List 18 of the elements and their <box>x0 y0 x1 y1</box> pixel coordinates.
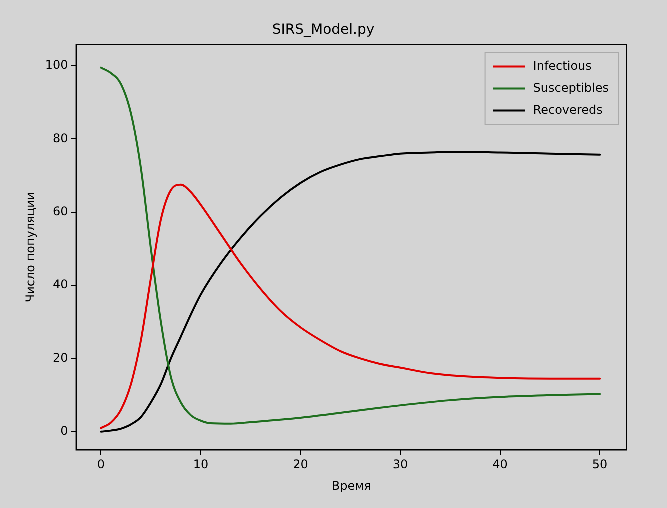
y-tick-label: 80 <box>53 131 68 146</box>
y-axis-title: Число популяции <box>23 192 38 303</box>
x-tick-label: 40 <box>492 458 508 472</box>
x-tick-label: 0 <box>97 458 106 472</box>
x-axis-title: Время <box>332 478 372 493</box>
x-tick-label: 10 <box>193 458 209 472</box>
y-tick-label: 0 <box>60 424 68 438</box>
y-tick-label: 60 <box>53 204 68 218</box>
legend-label: Infectious <box>533 58 592 73</box>
y-tick-label: 100 <box>45 58 68 72</box>
chart-title: SIRS_Model.py <box>272 22 375 38</box>
y-tick-label: 40 <box>53 278 68 292</box>
x-tick-label: 30 <box>392 458 408 472</box>
legend-label: Recovereds <box>533 102 603 117</box>
x-tick-label: 20 <box>293 458 308 472</box>
y-tick-label: 20 <box>53 350 68 365</box>
legend-label: Susceptibles <box>533 80 610 95</box>
x-tick-label: 50 <box>592 458 608 472</box>
